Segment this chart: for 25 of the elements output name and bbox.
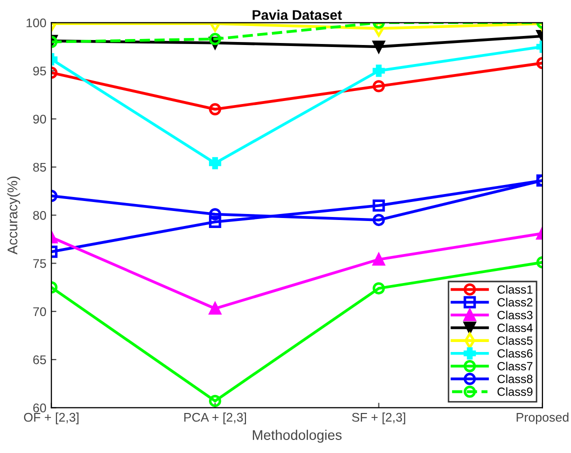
x-axis-title: Methodologies xyxy=(252,430,342,443)
x-tick-label: SF + [2,3] xyxy=(352,412,406,424)
legend-label: Class7 xyxy=(498,362,532,370)
x-tick-label: Proposed xyxy=(516,412,568,424)
y-axis-title: Accuracy(%) xyxy=(7,176,20,255)
x-tick-label: PCA + [2,3] xyxy=(184,412,246,424)
legend-label: Class8 xyxy=(498,374,532,384)
legend-label: Class9 xyxy=(498,387,532,396)
y-tick-label: 95 xyxy=(33,66,46,76)
y-tick-label: 80 xyxy=(33,210,46,220)
y-tick-label: 85 xyxy=(33,162,46,172)
y-tick-label: 100 xyxy=(26,18,46,28)
y-tick-label: 70 xyxy=(33,307,46,316)
legend-label: Class1 xyxy=(498,285,532,294)
y-tick-label: 60 xyxy=(33,404,46,412)
y-tick-label: 75 xyxy=(33,259,46,268)
legend-label: Class5 xyxy=(498,336,533,345)
y-tick-label: 90 xyxy=(33,114,46,124)
chart-title: Pavia Dataset xyxy=(252,10,342,20)
legend-label: Class6 xyxy=(498,348,532,358)
y-tick-label: 65 xyxy=(33,355,46,364)
legend-label: Class4 xyxy=(498,323,533,332)
legend-label: Class2 xyxy=(498,298,532,306)
legend-label: Class3 xyxy=(498,310,532,320)
x-tick-label: OF + [2,3] xyxy=(24,412,78,424)
